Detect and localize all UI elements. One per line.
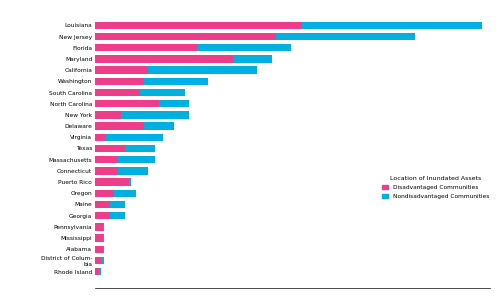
Bar bbox=[144, 78, 208, 85]
Bar bbox=[302, 22, 482, 29]
Bar bbox=[95, 122, 144, 130]
Bar bbox=[95, 190, 114, 197]
Legend: Disadvantaged Communities, Nondisadvantaged Communities: Disadvantaged Communities, Nondisadvanta… bbox=[380, 174, 491, 201]
Bar bbox=[110, 212, 125, 219]
Bar bbox=[110, 201, 125, 208]
Bar bbox=[234, 55, 272, 63]
Bar bbox=[102, 246, 104, 253]
Bar bbox=[106, 134, 162, 141]
Bar bbox=[159, 100, 189, 107]
Bar bbox=[118, 167, 148, 175]
Bar bbox=[140, 89, 186, 96]
Bar bbox=[144, 122, 174, 130]
Bar bbox=[95, 268, 99, 275]
Bar bbox=[102, 234, 104, 242]
Bar bbox=[95, 156, 118, 163]
Bar bbox=[99, 268, 100, 275]
Bar bbox=[95, 111, 122, 118]
Bar bbox=[95, 145, 125, 152]
Bar bbox=[95, 100, 159, 107]
Bar bbox=[95, 33, 276, 40]
Bar bbox=[95, 201, 110, 208]
Bar bbox=[118, 156, 155, 163]
Bar bbox=[95, 44, 196, 51]
Bar bbox=[95, 212, 110, 219]
Bar bbox=[125, 145, 155, 152]
Bar bbox=[95, 134, 106, 141]
Bar bbox=[122, 111, 189, 118]
Bar bbox=[95, 234, 102, 242]
Bar bbox=[95, 257, 100, 264]
Bar bbox=[102, 223, 104, 230]
Bar bbox=[95, 246, 102, 253]
Bar bbox=[95, 223, 102, 230]
Bar bbox=[196, 44, 290, 51]
Bar bbox=[95, 167, 118, 175]
Bar bbox=[95, 55, 234, 63]
Bar bbox=[95, 22, 302, 29]
Bar bbox=[95, 89, 140, 96]
Bar bbox=[95, 67, 148, 74]
Bar bbox=[100, 257, 104, 264]
Bar bbox=[95, 78, 144, 85]
Bar bbox=[129, 178, 130, 186]
Bar bbox=[148, 67, 257, 74]
Bar bbox=[114, 190, 136, 197]
Bar bbox=[276, 33, 415, 40]
Bar bbox=[95, 178, 129, 186]
